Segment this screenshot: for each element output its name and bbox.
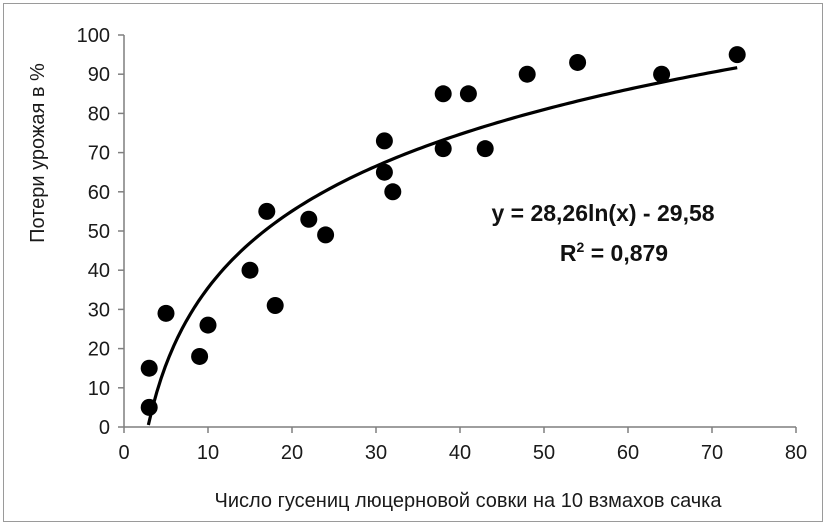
data-point — [140, 359, 158, 377]
x-tick-label: 20 — [281, 442, 303, 464]
x-tick-label: 60 — [617, 442, 639, 464]
data-point — [157, 304, 175, 322]
y-tick-label: 80 — [88, 103, 110, 125]
data-point — [434, 85, 452, 103]
x-tick-label: 30 — [365, 442, 387, 464]
data-point — [140, 398, 158, 416]
data-point — [653, 65, 671, 83]
x-tick-label: 10 — [197, 442, 219, 464]
data-point — [384, 183, 402, 201]
data-point — [518, 65, 536, 83]
chart-frame — [3, 3, 823, 522]
trendline — [146, 66, 738, 426]
y-tick-label: 30 — [88, 299, 110, 321]
data-point — [317, 226, 335, 244]
r-squared-label: R2 = 0,879 — [560, 239, 668, 266]
data-point — [300, 210, 318, 228]
trendline-equation: y = 28,26ln(x) - 29,58 — [491, 200, 714, 226]
data-point — [434, 140, 452, 158]
y-tick-label: 50 — [88, 221, 110, 243]
r-squared-superscript: 2 — [577, 239, 585, 255]
y-tick-label: 0 — [99, 417, 110, 439]
x-tick-label: 40 — [449, 442, 471, 464]
y-tick-label: 60 — [88, 182, 110, 204]
x-tick-label: 80 — [785, 442, 807, 464]
data-point — [191, 347, 209, 365]
data-point — [459, 85, 477, 103]
x-tick-label: 50 — [533, 442, 555, 464]
y-tick-label: 70 — [88, 143, 110, 165]
x-axis-title: Число гусениц люцерновой совки на 10 взм… — [215, 490, 723, 512]
x-tick-label: 0 — [118, 442, 129, 464]
data-point — [199, 316, 217, 334]
r-squared-prefix: R — [560, 240, 577, 266]
y-axis-title: Потери урожая в % — [27, 63, 49, 243]
y-tick-label: 40 — [88, 260, 110, 282]
data-point — [728, 46, 746, 64]
y-axis-ticks: 0 10 20 30 40 50 60 70 80 90 100 — [77, 25, 124, 439]
x-axis-ticks: 0 10 20 30 40 50 60 70 80 — [118, 427, 807, 464]
data-point — [375, 132, 393, 150]
data-point — [241, 261, 259, 279]
y-tick-label: 20 — [88, 339, 110, 361]
x-tick-label: 70 — [701, 442, 723, 464]
data-points — [140, 46, 746, 416]
data-point — [476, 140, 494, 158]
y-tick-label: 10 — [88, 378, 110, 400]
data-point — [375, 163, 393, 181]
r-squared-value: = 0,879 — [584, 240, 668, 266]
y-tick-label: 90 — [88, 64, 110, 86]
data-point — [258, 202, 276, 220]
y-tick-label: 100 — [77, 25, 110, 47]
data-point — [569, 53, 587, 71]
data-point — [266, 296, 284, 314]
